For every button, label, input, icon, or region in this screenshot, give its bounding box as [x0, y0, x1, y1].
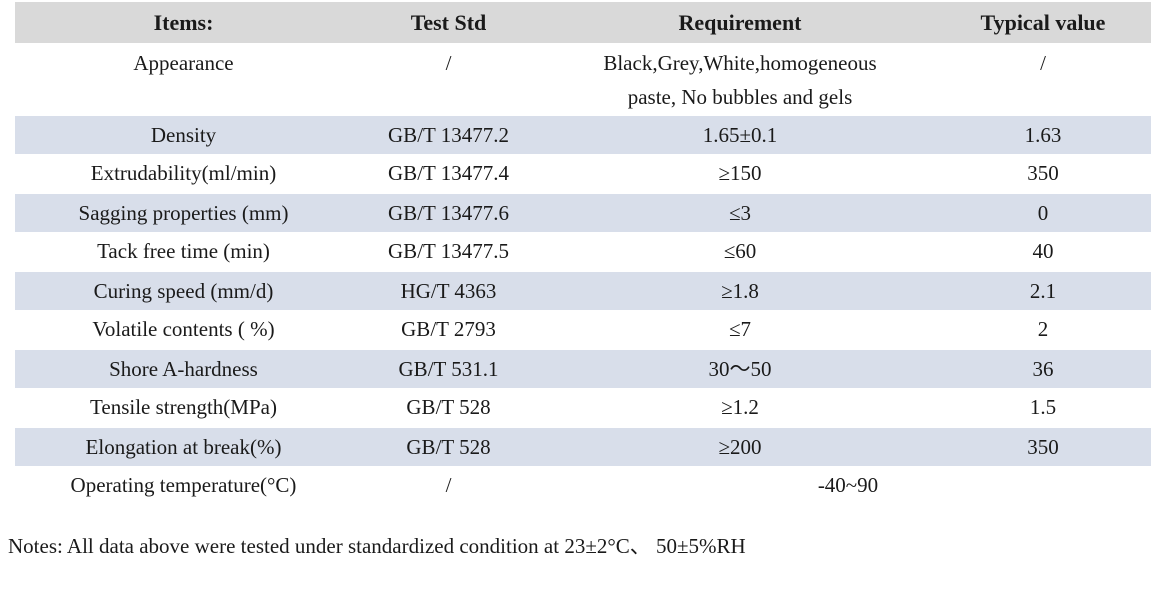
- table-row: Density GB/T 13477.2 1.65±0.1 1.63: [15, 116, 1151, 154]
- cell-std: GB/T 13477.4: [388, 160, 509, 185]
- spec-table: Items: Test Std Requirement Typical valu…: [15, 2, 1151, 504]
- cell-std: GB/T 531.1: [398, 356, 499, 381]
- cell-std: /: [445, 472, 452, 497]
- table-row: Extrudability(ml/min) GB/T 13477.4 ≥150 350: [15, 154, 1151, 193]
- table-row: Shore A-hardness GB/T 531.1 30～50 36: [15, 349, 1151, 388]
- cell-std: GB/T 528: [406, 434, 491, 459]
- cell-req: -40~90: [817, 472, 879, 497]
- cell-item: Volatile contents ( %): [92, 316, 275, 341]
- cell-typ: 1.5: [1029, 394, 1057, 419]
- table-row: Curing speed (mm/d) HG/T 4363 ≥1.8 2.1: [15, 271, 1151, 310]
- cell-std: GB/T 13477.5: [388, 238, 509, 263]
- cell-typ: 2.1: [1029, 278, 1057, 303]
- header-row: Items: Test Std Requirement Typical valu…: [15, 2, 1151, 43]
- table-row: Tensile strength(MPa) GB/T 528 ≥1.2 1.5: [15, 388, 1151, 427]
- cell-typ: 2: [1037, 316, 1049, 341]
- cell-typ: /: [1040, 51, 1046, 75]
- col-header-items: Items:: [15, 2, 352, 43]
- cell-typ: 36: [1032, 356, 1054, 381]
- cell-typ: 350: [1027, 434, 1059, 459]
- cell-item: Density: [150, 122, 217, 147]
- col-header-requirement: Requirement: [545, 2, 935, 43]
- table-row: Volatile contents ( %) GB/T 2793 ≤7 2: [15, 310, 1151, 349]
- cell-item: Curing speed (mm/d): [93, 278, 274, 303]
- cell-typ: 0: [1037, 200, 1049, 225]
- cell-std: GB/T 2793: [401, 316, 496, 341]
- cell-std: GB/T 13477.6: [388, 200, 509, 225]
- cell-item: Tensile strength(MPa): [90, 394, 277, 419]
- notes-text: Notes: All data above were tested under …: [8, 534, 746, 558]
- cell-req: ≥200: [718, 434, 762, 459]
- cell-item: Extrudability(ml/min): [90, 160, 277, 185]
- cell-item: Shore A-hardness: [109, 356, 258, 381]
- spec-table-container: Items: Test Std Requirement Typical valu…: [15, 2, 1151, 504]
- cell-std: HG/T 4363: [400, 278, 497, 303]
- cell-item: Elongation at break(%): [85, 434, 282, 459]
- col-header-typical-value: Typical value: [935, 2, 1151, 43]
- table-row: Operating temperature(°C) / -40~90: [15, 466, 1151, 504]
- cell-item: Operating temperature(°C): [70, 472, 297, 497]
- table-row: Tack free time (min) GB/T 13477.5 ≤60 40: [15, 232, 1151, 271]
- cell-req: Black,Grey,White,homogeneous paste, No b…: [603, 51, 877, 109]
- cell-std: /: [445, 51, 452, 75]
- col-header-test-std: Test Std: [352, 2, 545, 43]
- cell-req: ≤60: [723, 238, 757, 263]
- cell-typ: 40: [1032, 238, 1054, 263]
- cell-item: Sagging properties (mm): [78, 200, 289, 225]
- table-row: Sagging properties (mm) GB/T 13477.6 ≤3 0: [15, 193, 1151, 232]
- spec-table-body: Appearance / Black,Grey,White,homogeneous …: [15, 43, 1151, 504]
- cell-req: ≤7: [728, 316, 752, 341]
- cell-std: GB/T 13477.2: [388, 122, 509, 147]
- cell-req: ≤3: [728, 200, 752, 225]
- cell-item: Tack free time (min): [97, 238, 270, 263]
- cell-req: ≥150: [718, 160, 762, 185]
- cell-req: 1.65±0.1: [702, 122, 778, 147]
- spec-table-header: Items: Test Std Requirement Typical valu…: [15, 2, 1151, 43]
- cell-typ: 350: [1027, 160, 1059, 185]
- table-row: Elongation at break(%) GB/T 528 ≥200 350: [15, 427, 1151, 466]
- cell-req: ≥1.2: [721, 394, 759, 419]
- cell-req: ≥1.8: [721, 278, 759, 303]
- cell-req: 30～50: [708, 356, 772, 381]
- cell-item: Appearance: [133, 51, 234, 75]
- table-row: Appearance / Black,Grey,White,homogeneous …: [15, 43, 1151, 116]
- cell-std: GB/T 528: [406, 394, 491, 419]
- cell-typ: 1.63: [1024, 122, 1062, 147]
